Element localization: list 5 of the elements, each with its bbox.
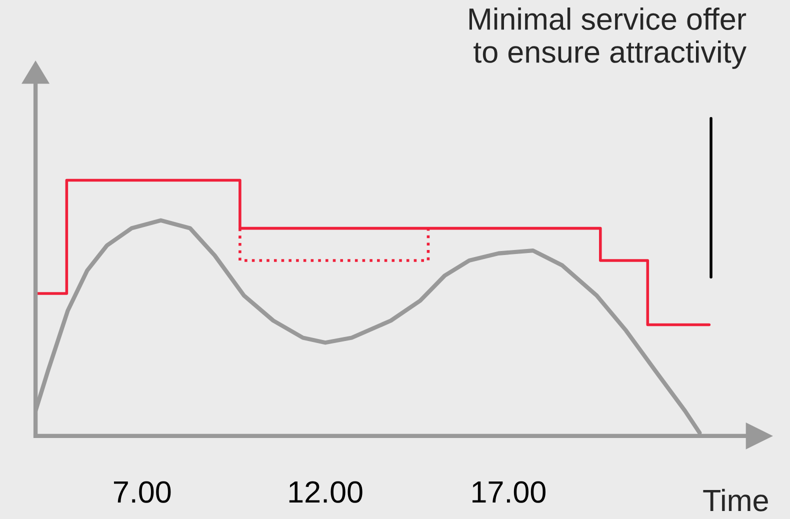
x-tick-label: 17.00 — [472, 481, 546, 503]
x-tick-label: 7.00 — [114, 481, 171, 503]
x-axis-title: Time — [703, 488, 768, 512]
x-tick-label: 12.00 — [289, 481, 362, 503]
text: Minimal service offer to ensure attractivity — [469, 8, 747, 69]
